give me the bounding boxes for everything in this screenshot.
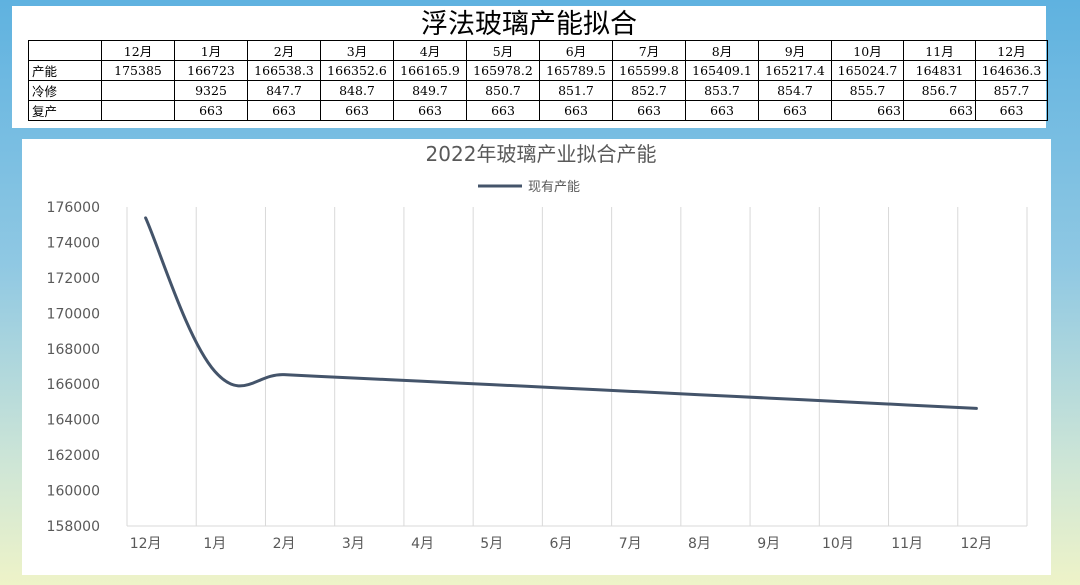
table-cell: 663 bbox=[320, 100, 394, 121]
table-cell: 857.7 bbox=[975, 80, 1048, 101]
table-cell: 663 bbox=[393, 100, 467, 121]
table-cell: 853.7 bbox=[685, 80, 759, 101]
x-tick-label: 7月 bbox=[619, 536, 642, 552]
x-tick-label: 9月 bbox=[757, 536, 780, 552]
y-tick-label: 162000 bbox=[47, 448, 100, 464]
table-cell: 847.7 bbox=[247, 80, 321, 101]
table-cell: 848.7 bbox=[320, 80, 394, 101]
table-cell: 663 bbox=[466, 100, 540, 121]
table-header-cell: 10月 bbox=[831, 40, 904, 61]
table-header-cell: 4月 bbox=[393, 40, 467, 61]
table-row: 产能 175385 166723 166538.3 166352.6 166165.9 16… bbox=[28, 60, 1048, 81]
table-cell: 175385 bbox=[101, 60, 175, 81]
table-corner-cell bbox=[28, 40, 102, 61]
table-cell: 854.7 bbox=[758, 80, 832, 101]
table-header-cell: 12月 bbox=[975, 40, 1048, 61]
fit-table: 12月 1月 2月 3月 4月 5月 6月 7月 8月 9月 10月 11月 12月 产能 175385 16… bbox=[28, 40, 1048, 121]
chart-panel: 2022年玻璃产业拟合产能 现有产能 158000 160000 162000 164… bbox=[22, 139, 1051, 575]
table-cell: 663 bbox=[903, 100, 976, 121]
row-label: 冷修 bbox=[28, 80, 102, 101]
table-cell: 164636.3 bbox=[975, 60, 1048, 81]
x-tick-label: 1月 bbox=[203, 536, 226, 552]
row-label: 产能 bbox=[28, 60, 102, 81]
table-cell: 663 bbox=[975, 100, 1048, 121]
table-cell: 165409.1 bbox=[685, 60, 759, 81]
table-cell: 166723 bbox=[174, 60, 248, 81]
table-cell: 849.7 bbox=[393, 80, 467, 101]
table-cell bbox=[101, 100, 175, 121]
table-row: 复产 663 663 663 663 663 663 663 663 663 663 663 663 bbox=[28, 100, 1048, 121]
y-tick-label: 160000 bbox=[47, 484, 100, 500]
table-cell bbox=[101, 80, 175, 101]
table-cell: 663 bbox=[247, 100, 321, 121]
table-cell: 165599.8 bbox=[612, 60, 686, 81]
x-tick-label: 12月 bbox=[130, 536, 162, 552]
y-tick-label: 164000 bbox=[47, 413, 100, 429]
table-header-cell: 8月 bbox=[685, 40, 759, 61]
table-cell: 850.7 bbox=[466, 80, 540, 101]
x-tick-label: 2月 bbox=[273, 536, 296, 552]
table-cell: 165789.5 bbox=[539, 60, 613, 81]
table-header-cell: 3月 bbox=[320, 40, 394, 61]
table-header-cell: 9月 bbox=[758, 40, 832, 61]
table-cell: 851.7 bbox=[539, 80, 613, 101]
y-tick-label: 168000 bbox=[47, 342, 100, 358]
fit-table-panel: 浮法玻璃产能拟合 12月 1月 2月 3月 4月 5月 6月 7月 8月 9月 10月 11月 12月产… bbox=[12, 6, 1048, 128]
y-tick-label: 170000 bbox=[47, 306, 100, 322]
table-header-cell: 5月 bbox=[466, 40, 540, 61]
table-cell: 663 bbox=[831, 100, 904, 121]
table-cell: 663 bbox=[758, 100, 832, 121]
chart-title: 2022年玻璃产业拟合产能 bbox=[426, 142, 657, 166]
y-tick-label: 176000 bbox=[47, 200, 100, 216]
x-tick-label: 3月 bbox=[342, 536, 365, 552]
table-cell: 663 bbox=[612, 100, 686, 121]
table-header-row: 12月 1月 2月 3月 4月 5月 6月 7月 8月 9月 10月 11月 12月 bbox=[28, 40, 1048, 61]
y-tick-label: 172000 bbox=[47, 271, 100, 287]
x-tick-label: 5月 bbox=[480, 536, 503, 552]
x-tick-label: 4月 bbox=[411, 536, 434, 552]
table-header-cell: 7月 bbox=[612, 40, 686, 61]
y-tick-label: 174000 bbox=[47, 235, 100, 251]
table-header-cell: 6月 bbox=[539, 40, 613, 61]
table-cell: 9325 bbox=[174, 80, 248, 101]
table-header-cell: 1月 bbox=[174, 40, 248, 61]
table-row: 冷修 9325 847.7 848.7 849.7 850.7 851.7 852.7 853.… bbox=[28, 80, 1048, 101]
x-tick-label: 6月 bbox=[550, 536, 573, 552]
table-cell: 855.7 bbox=[831, 80, 904, 101]
line-chart: 2022年玻璃产业拟合产能 现有产能 158000 160000 162000 164… bbox=[47, 142, 1028, 552]
row-label: 复产 bbox=[28, 100, 102, 121]
table-cell: 165217.4 bbox=[758, 60, 832, 81]
table-cell: 852.7 bbox=[612, 80, 686, 101]
legend-label: 现有产能 bbox=[528, 180, 580, 195]
y-tick-label: 158000 bbox=[47, 519, 100, 535]
table-cell: 663 bbox=[539, 100, 613, 121]
table-header-cell: 11月 bbox=[903, 40, 976, 61]
table-cell: 166352.6 bbox=[320, 60, 394, 81]
table-cell: 856.7 bbox=[903, 80, 976, 101]
x-tick-label: 10月 bbox=[822, 536, 854, 552]
table-cell: 164831 bbox=[903, 60, 976, 81]
x-tick-label: 8月 bbox=[688, 536, 711, 552]
table-cell: 166165.9 bbox=[393, 60, 467, 81]
table-title: 浮法玻璃产能拟合 bbox=[421, 9, 637, 40]
x-tick-label: 12月 bbox=[960, 536, 992, 552]
y-tick-label: 166000 bbox=[47, 377, 100, 393]
x-tick-label: 11月 bbox=[891, 536, 923, 552]
table-cell: 165024.7 bbox=[831, 60, 904, 81]
table-cell: 663 bbox=[174, 100, 248, 121]
table-header-cell: 12月 bbox=[101, 40, 175, 61]
table-cell: 166538.3 bbox=[247, 60, 321, 81]
table-cell: 165978.2 bbox=[466, 60, 540, 81]
series-line bbox=[144, 216, 978, 410]
table-header-cell: 2月 bbox=[247, 40, 321, 61]
table-cell: 663 bbox=[685, 100, 759, 121]
